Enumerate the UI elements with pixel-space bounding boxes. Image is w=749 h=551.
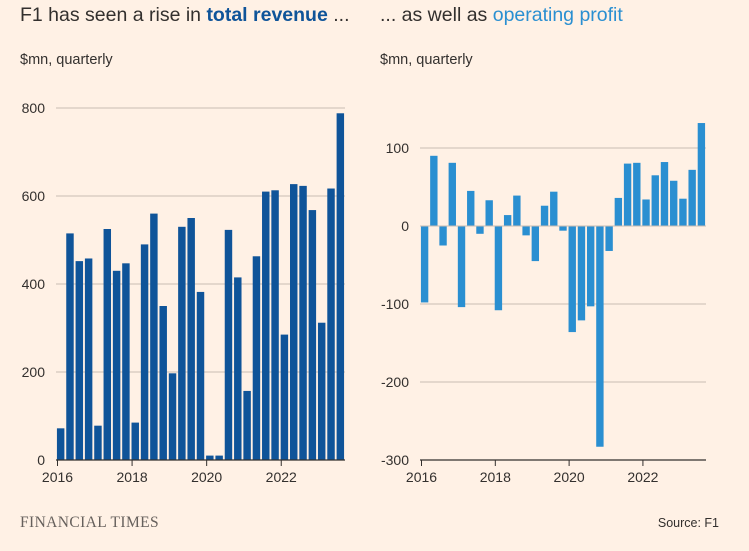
y-tick-label: 0: [37, 452, 45, 468]
left-title-highlight: total revenue: [206, 4, 328, 26]
x-tick-label: 2016: [406, 469, 437, 485]
bar: [660, 162, 669, 226]
bar: [262, 191, 270, 460]
bar: [679, 198, 687, 226]
bar: [234, 277, 242, 460]
bar: [140, 244, 149, 460]
bar: [577, 226, 586, 321]
bar: [308, 210, 317, 460]
bar: [513, 195, 521, 226]
bar: [252, 256, 261, 460]
y-tick-label: 0: [401, 218, 409, 234]
x-tick-label: 2022: [627, 469, 658, 485]
right-unit-label: $mn, quarterly: [380, 52, 473, 68]
bar: [485, 200, 493, 226]
bar: [336, 113, 345, 460]
y-tick-label: -100: [381, 296, 409, 312]
bar: [56, 428, 65, 460]
bar: [196, 291, 205, 460]
bar: [651, 175, 659, 226]
bar: [280, 334, 289, 460]
bar: [605, 226, 613, 251]
bar: [178, 226, 186, 460]
bar: [697, 123, 706, 226]
bar: [586, 226, 595, 307]
bar: [457, 226, 466, 308]
bar: [206, 455, 214, 460]
operating-profit-chart: -300 -200 -100 0 100 2016 2018 2020 2022: [381, 123, 706, 485]
left-title-prefix: F1 has seen a rise in: [20, 4, 207, 26]
x-tick-label: 2018: [117, 469, 148, 485]
x-tick-label: 2022: [266, 469, 297, 485]
bar: [159, 306, 167, 460]
x-tick-label: 2020: [191, 469, 222, 485]
bar: [94, 425, 102, 460]
bar: [243, 390, 251, 460]
bar: [168, 373, 177, 460]
bar: [122, 263, 130, 460]
bar: [327, 188, 335, 460]
bar: [103, 229, 112, 460]
bar: [633, 162, 641, 226]
bar: [568, 226, 576, 333]
x-tick-label: 2016: [42, 469, 73, 485]
x-tick-label: 2018: [480, 469, 511, 485]
source-note: Source: F1: [657, 516, 719, 530]
bar: [596, 226, 604, 447]
bar: [476, 226, 484, 234]
y-tick-label: 400: [22, 276, 46, 292]
y-tick-label: -300: [381, 452, 409, 468]
y-tick-label: 200: [22, 364, 46, 380]
right-title-prefix: ... as well as: [380, 4, 493, 26]
bar: [187, 218, 195, 460]
bar: [131, 422, 139, 460]
bar: [66, 233, 74, 460]
y-tick-label: 800: [22, 100, 46, 116]
bar: [494, 226, 503, 311]
bar: [150, 213, 158, 460]
bar: [467, 190, 475, 226]
bar: [623, 163, 632, 226]
left-chart-title: F1 has seen a rise in total revenue ...: [20, 4, 349, 27]
revenue-chart: 0 200 400 600 800 2016 2018 2020 2022: [22, 100, 345, 485]
left-unit-label: $mn, quarterly: [20, 52, 113, 68]
y-tick-label: 100: [386, 140, 410, 156]
bar: [271, 190, 279, 460]
bar: [112, 270, 121, 460]
bar: [75, 261, 84, 460]
right-chart-title: ... as well as operating profit: [380, 4, 623, 27]
bar: [224, 229, 233, 460]
bar: [559, 226, 567, 231]
bar: [688, 169, 696, 226]
ft-logo: FINANCIAL TIMES: [20, 514, 160, 531]
bar: [439, 226, 447, 246]
bar: [670, 180, 678, 226]
y-tick-label: 600: [22, 188, 46, 204]
bar: [215, 455, 223, 460]
bar: [317, 322, 326, 460]
x-tick-label: 2020: [554, 469, 585, 485]
bar: [540, 205, 549, 226]
right-title-highlight: operating profit: [492, 4, 623, 26]
bar: [642, 199, 650, 226]
bar: [550, 191, 558, 226]
y-tick-label: -200: [381, 374, 409, 390]
bar: [84, 258, 93, 460]
bar: [420, 226, 429, 303]
left-title-suffix: ...: [327, 4, 350, 26]
bar: [503, 215, 512, 226]
bar: [430, 155, 438, 226]
bar: [448, 162, 456, 226]
bar: [531, 226, 540, 262]
bar: [290, 184, 298, 460]
bar: [522, 226, 530, 236]
bar: [299, 185, 307, 460]
bar: [614, 197, 623, 226]
